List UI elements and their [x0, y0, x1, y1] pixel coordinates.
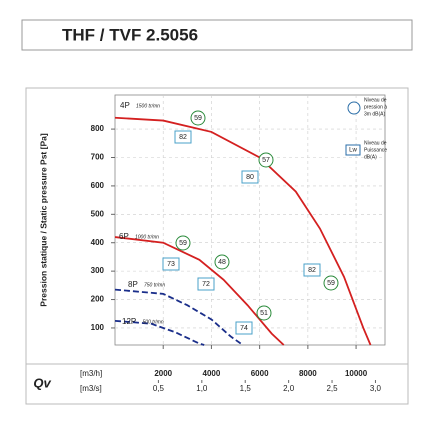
sound-pressure-circle	[214, 254, 230, 270]
legend-text: dB(A)	[364, 154, 377, 160]
legend-text: 3m dB(A)	[364, 111, 385, 117]
sound-pressure-circle	[256, 305, 272, 321]
x2-tick-label: 2,5	[326, 384, 338, 393]
sound-power-label: 82	[179, 134, 187, 141]
x-tick-label: 8000	[299, 369, 317, 378]
sound-pressure-label: 51	[260, 310, 268, 317]
series-speed: 500 tr/mn	[143, 319, 164, 325]
sound-pressure-circle	[190, 110, 206, 126]
series-speed: 750 tr/mn	[144, 282, 165, 288]
sound-power-box	[162, 257, 180, 271]
series-name: 8P	[128, 280, 138, 289]
sound-power-label: 74	[240, 325, 248, 332]
y-tick-label: 100	[91, 323, 105, 332]
y-tick-label: 200	[91, 295, 105, 304]
sound-power-label: 73	[167, 261, 175, 268]
sound-power-box	[197, 277, 215, 291]
x-tick-label: 6000	[251, 369, 269, 378]
sound-pressure-circle	[323, 275, 339, 291]
sound-pressure-label: 59	[194, 115, 202, 122]
x-tick-label: 2000	[154, 369, 172, 378]
y-tick-label: 300	[91, 266, 105, 275]
curve	[114, 236, 285, 346]
y-tick-label: 400	[91, 238, 105, 247]
series-name: 12P	[122, 317, 136, 326]
series-name: 4P	[120, 101, 130, 110]
title-box	[21, 19, 413, 51]
x2-tick-label: 1,0	[196, 384, 208, 393]
sound-power-box	[235, 321, 253, 335]
axis-frame	[25, 363, 409, 405]
y-axis-label: Pression statique / Static pressure Pst …	[38, 133, 48, 307]
legend-text: Niveau de	[364, 140, 387, 146]
legend-text: Puissance	[364, 147, 387, 153]
sound-power-box	[174, 130, 192, 144]
sound-pressure-label: 57	[262, 157, 270, 164]
curve	[114, 319, 205, 346]
x2-tick-label: 1,5	[240, 384, 252, 393]
curve	[114, 288, 244, 346]
sound-pressure-label: 59	[327, 280, 335, 287]
legend-circle	[347, 101, 361, 115]
sound-pressure-label: 59	[179, 240, 187, 247]
legend-box	[345, 144, 361, 156]
chart-title: THF / TVF 2.5056	[62, 25, 198, 44]
sound-power-label: 72	[202, 281, 210, 288]
sound-pressure-circle	[258, 152, 274, 168]
sound-power-box	[303, 263, 321, 277]
series-name: 6P	[119, 232, 129, 241]
x-tick-label: 10000	[345, 369, 368, 378]
curve	[114, 116, 372, 346]
x2-tick-label: 3,0	[370, 384, 382, 393]
x-tick-label: 4000	[203, 369, 221, 378]
plot-area	[114, 94, 386, 346]
y-tick-label: 800	[91, 124, 105, 133]
x2-tick-label: 0,5	[153, 384, 165, 393]
legend-symbol: Lw	[349, 148, 357, 154]
sound-power-box	[241, 170, 259, 184]
y-tick-label: 500	[91, 209, 105, 218]
sound-power-label: 82	[308, 267, 316, 274]
series-speed: 1000 tr/mn	[135, 234, 159, 240]
sound-power-label: 80	[246, 174, 254, 181]
legend-text: Niveau de	[364, 97, 387, 103]
x2-unit: [m3/s]	[80, 384, 102, 393]
y-tick-label: 700	[91, 153, 105, 162]
sound-pressure-circle	[175, 235, 191, 251]
x2-tick-label: 2,0	[283, 384, 295, 393]
legend-text: pression à	[364, 104, 387, 110]
sound-pressure-label: 48	[218, 259, 226, 266]
y-tick-label: 600	[91, 181, 105, 190]
x-unit: [m3/h]	[80, 369, 102, 378]
series-speed: 1500 tr/mn	[136, 103, 160, 109]
chart-frame	[25, 87, 409, 365]
x-axis-label: Qv	[33, 375, 51, 390]
